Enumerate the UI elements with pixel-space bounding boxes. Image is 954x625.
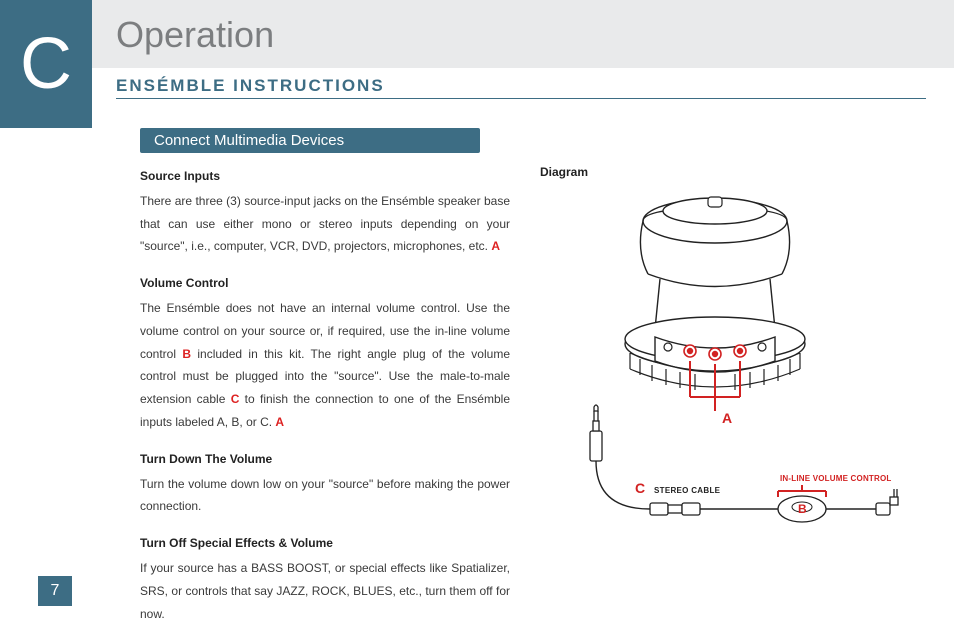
diagram-label-c: C	[635, 480, 645, 496]
text-run: There are three (3) source-input jacks o…	[140, 194, 510, 254]
body-column-right: Diagram	[540, 165, 920, 559]
diagram: A C STEREO CABLE	[540, 179, 920, 559]
diagram-svg: A C STEREO CABLE	[540, 179, 920, 559]
page-number-value: 7	[51, 582, 60, 600]
para-special-effects: If your source has a BASS BOOST, or spec…	[140, 557, 510, 625]
diagram-label-b: B	[798, 502, 807, 516]
page-number: 7	[38, 576, 72, 606]
ref-letter-a2: A	[275, 415, 284, 429]
heading-volume-control: Volume Control	[140, 272, 510, 295]
heading-source-inputs: Source Inputs	[140, 165, 510, 188]
ref-letter-b: B	[182, 347, 191, 361]
subsection-pill: Connect Multimedia Devices	[140, 128, 480, 153]
ref-letter-a: A	[491, 239, 500, 253]
body-column-left: Source Inputs There are three (3) source…	[140, 165, 510, 625]
para-volume-control: The Ensémble does not have an internal v…	[140, 297, 510, 434]
heading-diagram: Diagram	[540, 165, 920, 179]
page-title: Operation	[116, 14, 274, 56]
section-heading: ENSÉMBLE INSTRUCTIONS	[116, 76, 385, 96]
manual-page: C Operation ENSÉMBLE INSTRUCTIONS Connec…	[0, 0, 954, 616]
para-source-inputs: There are three (3) source-input jacks o…	[140, 190, 510, 258]
heading-rule	[116, 98, 926, 99]
para-turn-down: Turn the volume down low on your "source…	[140, 473, 510, 519]
heading-turn-down: Turn Down The Volume	[140, 448, 510, 471]
section-tab-letter: C	[20, 28, 72, 100]
diagram-label-a: A	[722, 410, 732, 426]
section-tab: C	[0, 0, 92, 128]
diagram-label-inline-volume: IN-LINE VOLUME CONTROL	[780, 474, 892, 483]
heading-special-effects: Turn Off Special Effects & Volume	[140, 532, 510, 555]
diagram-label-stereo-cable: STEREO CABLE	[654, 486, 721, 495]
